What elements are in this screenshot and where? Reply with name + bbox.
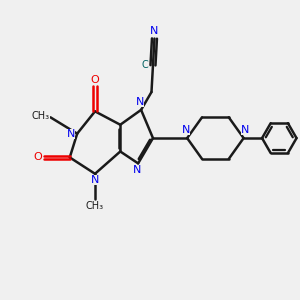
Text: N: N — [135, 98, 144, 107]
Text: C: C — [141, 60, 148, 70]
Text: N: N — [91, 175, 99, 185]
Text: N: N — [241, 125, 249, 135]
Text: CH₃: CH₃ — [32, 111, 50, 121]
Text: N: N — [150, 26, 159, 36]
Text: CH₃: CH₃ — [86, 201, 104, 211]
Text: N: N — [182, 125, 190, 135]
Text: N: N — [67, 129, 75, 139]
Text: N: N — [132, 165, 141, 175]
Text: O: O — [34, 152, 42, 162]
Text: O: O — [91, 75, 99, 85]
